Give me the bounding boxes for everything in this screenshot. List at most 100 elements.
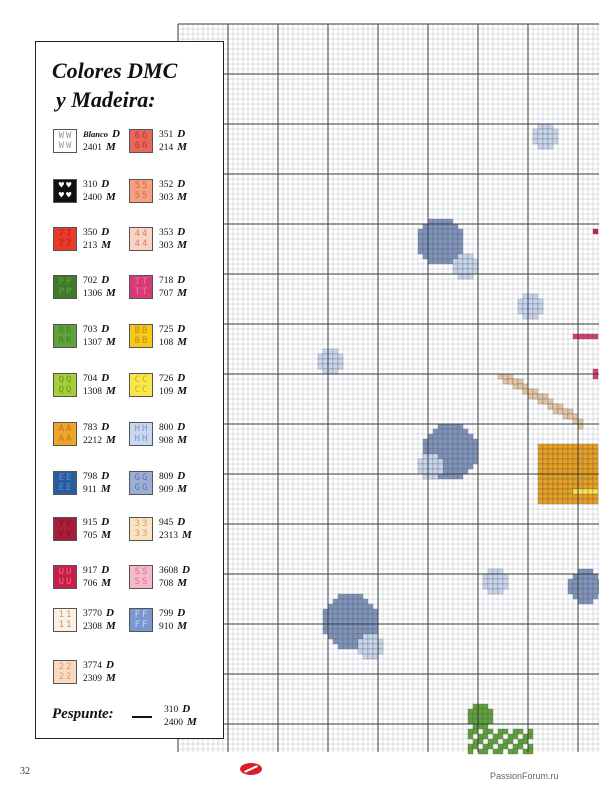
bubble-stitches xyxy=(427,438,434,445)
leaf-stitches xyxy=(477,718,484,725)
bubble-stitches xyxy=(432,438,439,445)
bubble-stitches xyxy=(352,613,359,620)
bubble-stitches xyxy=(327,358,334,365)
pencil-stitches xyxy=(552,473,559,480)
bubble-stitches xyxy=(332,368,339,375)
pencil-stitches xyxy=(552,498,559,505)
leaf-stitches xyxy=(487,708,494,715)
pencil-stitches xyxy=(582,453,589,460)
bubble-stitches xyxy=(432,463,439,470)
color-swatch: ♥♥ ♥♥ xyxy=(53,179,77,203)
bubble-stitches xyxy=(327,353,334,360)
bubble-stitches xyxy=(427,468,434,475)
bubble-stitches xyxy=(487,583,494,590)
bubble-stitches xyxy=(332,613,339,620)
bubble-stitches xyxy=(372,618,379,625)
pencil-stitches xyxy=(542,458,549,465)
bubble-stitches xyxy=(372,613,379,620)
bubble-stitches xyxy=(437,463,444,470)
pencil-stitches xyxy=(507,378,514,385)
bubble-stitches xyxy=(467,433,474,440)
bubble-stitches xyxy=(532,128,539,135)
bubble-stitches xyxy=(452,433,459,440)
bubble-stitches xyxy=(502,583,509,590)
bubble-stitches xyxy=(542,138,549,145)
dmc-letter: D xyxy=(177,470,186,482)
leaf-stitches xyxy=(482,708,489,715)
bubble-stitches xyxy=(422,238,429,245)
pencil-stitches xyxy=(547,468,554,475)
pencil-stitches xyxy=(587,448,594,455)
bubble-stitches xyxy=(542,143,549,150)
pencil-stitches xyxy=(557,448,564,455)
thread-codes: 702 D 1306 M xyxy=(83,274,116,300)
bubble-stitches xyxy=(352,628,359,635)
bubble-stitches xyxy=(572,588,579,595)
dmc-code: 310 xyxy=(83,180,98,190)
bubble-stitches xyxy=(472,263,479,270)
bubble-stitches xyxy=(582,573,589,580)
accent-stitches xyxy=(577,333,584,340)
bubble-stitches xyxy=(592,588,599,595)
bubble-stitches xyxy=(532,303,539,310)
bubble-stitches xyxy=(357,598,364,605)
pencil-stitches xyxy=(547,398,554,405)
pencil-stitches xyxy=(547,498,554,505)
dmc-code: 917 xyxy=(83,566,98,576)
bubble-stitches xyxy=(452,453,459,460)
bubble-stitches xyxy=(357,623,364,630)
pencil-stitches xyxy=(592,498,599,505)
leaf-stitches xyxy=(522,733,529,740)
bubble-stitches xyxy=(332,603,339,610)
pencil-stitches xyxy=(552,453,559,460)
thread-codes: Blanco D 2401 M xyxy=(83,128,120,154)
dmc-code: 783 xyxy=(83,423,98,433)
madeira-code: 109 xyxy=(159,387,174,397)
pencil-stitches xyxy=(532,388,539,395)
pencil-stitches xyxy=(587,483,594,490)
bubble-stitches xyxy=(522,298,529,305)
bubble-stitches xyxy=(442,233,449,240)
bubble-stitches xyxy=(367,638,374,645)
bubble-stitches xyxy=(367,603,374,610)
bubble-stitches xyxy=(457,253,464,260)
bubble-stitches xyxy=(337,358,344,365)
pencil-stitches xyxy=(582,458,589,465)
pencil-stitches xyxy=(547,473,554,480)
madeira-code: 213 xyxy=(83,241,98,251)
color-swatch: BB BB xyxy=(129,324,153,348)
bubble-stitches xyxy=(337,598,344,605)
dmc-letter: D xyxy=(106,659,114,671)
bubble-stitches xyxy=(447,238,454,245)
thread-codes: 798 D 911 M xyxy=(83,470,111,496)
bubble-stitches xyxy=(457,443,464,450)
pencil-stitches xyxy=(552,458,559,465)
bubble-stitches xyxy=(417,233,424,240)
pencil-stitches xyxy=(557,473,564,480)
bubble-stitches xyxy=(587,593,594,600)
bubble-stitches xyxy=(517,303,524,310)
bubble-stitches xyxy=(577,598,584,605)
pencil-stitches xyxy=(577,498,584,505)
pencil-stitches xyxy=(577,493,584,500)
pencil-stitches xyxy=(537,463,544,470)
pencil-stitches xyxy=(587,458,594,465)
bubble-stitches xyxy=(452,223,459,230)
bubble-stitches xyxy=(372,633,379,640)
bubble-stitches xyxy=(462,463,469,470)
leaf-stitches xyxy=(507,738,514,745)
leaf-stitches xyxy=(477,713,484,720)
pencil-stitches xyxy=(582,468,589,475)
bubble-stitches xyxy=(372,623,379,630)
madeira-letter: M xyxy=(106,336,116,348)
pencil-stitches xyxy=(542,453,549,460)
bubble-stitches xyxy=(367,608,374,615)
bubble-stitches xyxy=(452,253,459,260)
bubble-stitches xyxy=(367,618,374,625)
bubble-stitches xyxy=(537,303,544,310)
pencil-stitches xyxy=(537,448,544,455)
madeira-letter: M xyxy=(101,529,112,541)
pencil-stitches xyxy=(567,448,574,455)
madeira-code: 214 xyxy=(159,143,174,153)
leaf-stitches xyxy=(477,748,484,755)
